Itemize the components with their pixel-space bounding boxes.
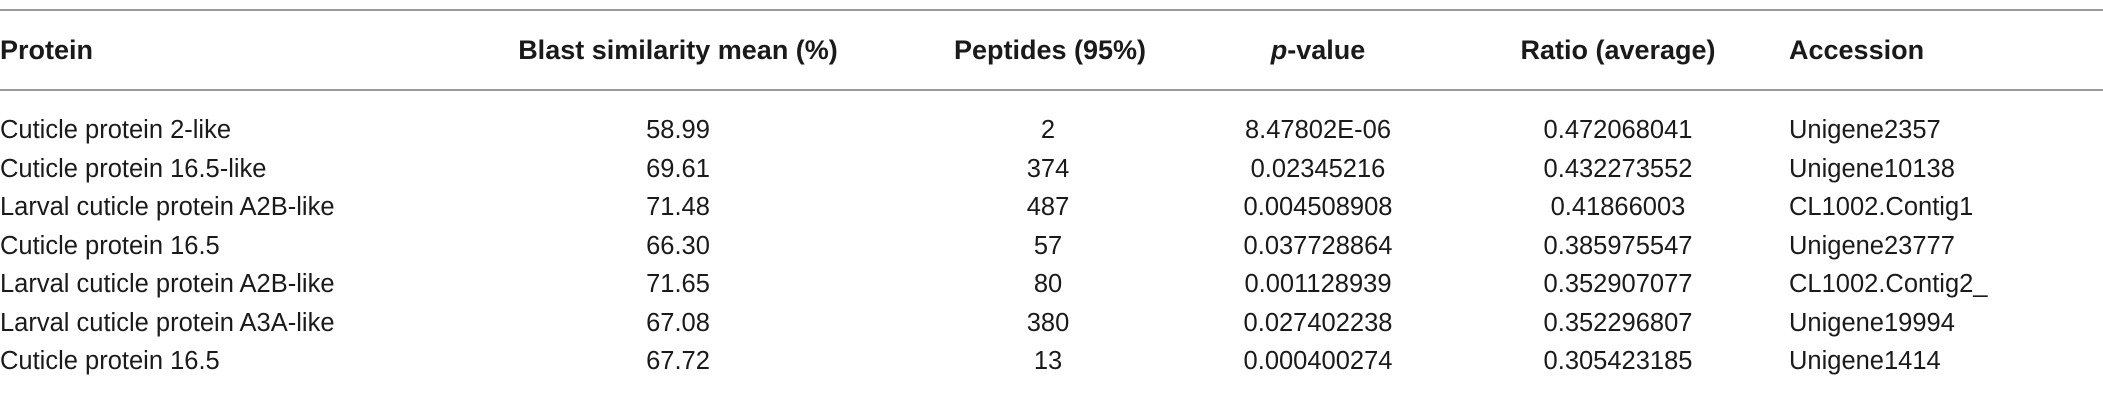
cell-accession: CL1002.Contig1	[1789, 193, 1974, 221]
cell-protein: Cuticle protein 16.5	[0, 231, 220, 260]
cell-accession: CL1002.Contig2_	[1789, 270, 1988, 298]
cell-blast-similarity: 66.30	[646, 231, 710, 260]
cell-blast-similarity: 67.08	[646, 308, 710, 337]
header-accession: Accession	[1789, 35, 1925, 65]
cell-accession: Unigene10138	[1789, 154, 1955, 183]
cell-p-value: 0.004508908	[1243, 193, 1393, 221]
cell-p-value: 0.001128939	[1244, 270, 1392, 298]
table-row: Cuticle protein 16.5 66.30 57 0.037728864 0.…	[0, 226, 2103, 266]
cell-blast-similarity: 69.61	[646, 154, 710, 183]
cell-ratio: 0.352907077	[1543, 270, 1693, 298]
cell-peptides: 80	[1033, 270, 1063, 298]
cell-peptides: 374	[1026, 154, 1070, 183]
table-row: Cuticle protein 16.5-like 69.61 374 0.02345…	[0, 149, 2103, 189]
cell-peptides: 57	[1033, 231, 1063, 260]
cell-peptides: 13	[1033, 347, 1063, 375]
cell-protein: Larval cuticle protein A3A-like	[0, 308, 335, 337]
table-top-rule	[0, 9, 2103, 11]
cell-protein: Larval cuticle protein A2B-like	[0, 193, 335, 221]
cell-blast-similarity: 67.72	[646, 347, 710, 375]
cell-accession: Unigene1414	[1789, 347, 1941, 375]
cell-p-value: 0.000400274	[1243, 347, 1393, 375]
table-row: Cuticle protein 16.5 67.72 13 0.000400274 0.…	[0, 341, 2103, 381]
header-p-value: p-value	[1198, 30, 1438, 70]
table-row: Larval cuticle protein A2B-like 71.48 487 0…	[0, 187, 2103, 227]
cell-ratio: 0.305423185	[1543, 347, 1693, 375]
cell-p-value: 0.037728864	[1243, 231, 1393, 260]
cell-peptides: 380	[1026, 308, 1070, 337]
table-header-row: Protein Blast similarity mean (%) Peptid…	[0, 30, 2103, 70]
cell-protein: Cuticle protein 16.5	[0, 347, 220, 375]
cell-p-value: 0.02345216	[1250, 154, 1386, 183]
table-header-rule	[0, 89, 2103, 91]
cell-protein: Larval cuticle protein A2B-like	[0, 270, 335, 298]
header-p-value-rest: -value	[1287, 35, 1366, 65]
cell-ratio: 0.385975547	[1543, 231, 1693, 260]
cell-ratio: 0.472068041	[1543, 116, 1693, 144]
table-row: Larval cuticle protein A2B-like 71.65 80 0.…	[0, 264, 2103, 304]
cell-accession: Unigene2357	[1789, 116, 1941, 144]
cell-peptides: 2	[1040, 116, 1056, 144]
cell-peptides: 487	[1026, 193, 1070, 221]
cell-protein: Cuticle protein 2-like	[0, 116, 232, 144]
header-ratio: Ratio (average)	[1520, 35, 1716, 65]
cell-blast-similarity: 71.65	[646, 270, 710, 298]
header-protein: Protein	[0, 35, 94, 65]
cell-protein: Cuticle protein 16.5-like	[0, 154, 267, 183]
cell-p-value: 8.47802E-06	[1244, 116, 1392, 144]
cell-ratio: 0.432273552	[1543, 154, 1693, 183]
cell-ratio: 0.352296807	[1543, 308, 1693, 337]
table-row: Larval cuticle protein A3A-like 67.08 380 0…	[0, 303, 2103, 343]
cell-p-value: 0.027402238	[1243, 308, 1393, 337]
cell-blast-similarity: 71.48	[646, 193, 710, 221]
header-blast-similarity: Blast similarity mean (%)	[518, 35, 838, 65]
header-peptides: Peptides (95%)	[953, 35, 1147, 65]
cell-ratio: 0.41866003	[1550, 193, 1686, 221]
table-row: Cuticle protein 2-like 58.99 2 8.47802E-06 0…	[0, 110, 2103, 150]
cell-blast-similarity: 58.99	[646, 116, 710, 144]
cell-accession: Unigene23777	[1789, 231, 1955, 260]
header-p-value-italic: p	[1270, 35, 1288, 65]
cell-accession: Unigene19994	[1789, 308, 1955, 337]
